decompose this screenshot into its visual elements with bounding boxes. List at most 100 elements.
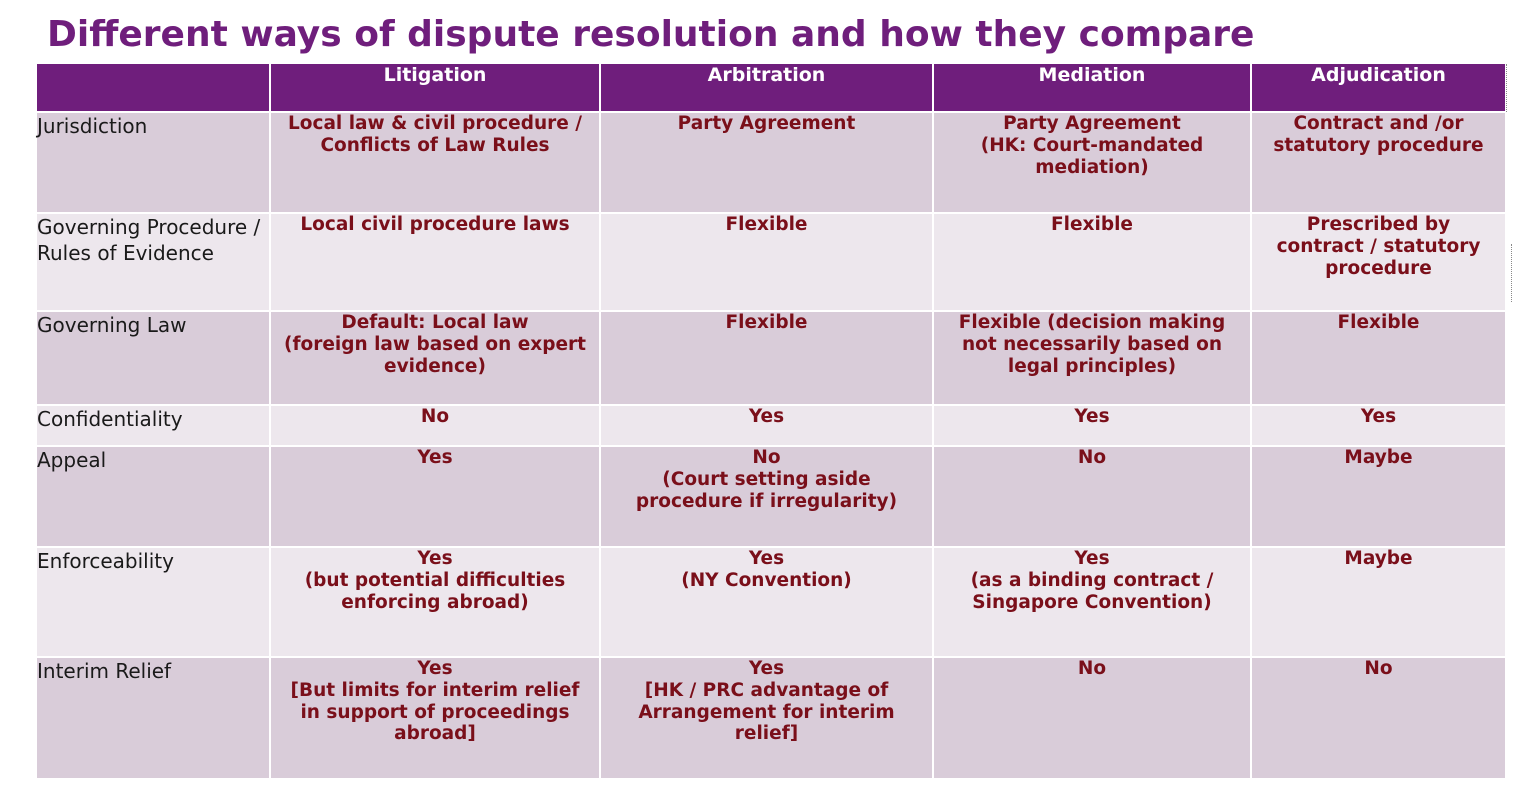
row-label: Enforceability: [35, 546, 271, 658]
slide-edge-marker: [1511, 244, 1512, 302]
cell-arbitration: No (Court setting aside procedure if irreg…: [599, 445, 934, 548]
cell-text-line: Yes: [417, 447, 453, 468]
cell-text-line: Yes: [417, 548, 453, 569]
header-litigation: Litigation: [269, 62, 601, 113]
cell-text-line: Party Agreement: [1003, 113, 1181, 134]
cell-text-line: Flexible: [1337, 312, 1420, 333]
table-row: Governing Procedure / Rules of Evidence L…: [35, 212, 1507, 312]
cell-litigation: Local civil procedure laws: [269, 212, 601, 312]
cell-text-line: No: [1077, 447, 1107, 468]
cell-text-line: legal principles): [1007, 355, 1177, 377]
row-label: Jurisdiction: [35, 111, 271, 214]
cell-adjudication: Yes: [1250, 404, 1507, 447]
cell-adjudication: No: [1250, 656, 1507, 780]
cell-mediation: Party Agreement (HK: Court-mandated mediat…: [932, 111, 1252, 214]
cell-text-line: (Court setting aside: [662, 468, 871, 490]
cell-arbitration: Yes [HK / PRC advantage of Arrangement for…: [599, 656, 934, 780]
cell-adjudication: Contract and /or statutory procedure: [1250, 111, 1507, 214]
cell-text-line: No: [420, 406, 450, 427]
table-row: Governing Law Default: Local law (foreign …: [35, 310, 1507, 406]
cell-litigation: Yes [But limits for interim relief in supp…: [269, 656, 601, 780]
cell-text-line: mediation): [1035, 156, 1149, 178]
cell-text-line: procedure if irregularity): [635, 490, 898, 512]
cell-text-line: Yes: [748, 406, 785, 427]
row-label: Confidentiality: [35, 404, 271, 447]
cell-text-line: (as a binding contract /: [970, 569, 1214, 591]
row-label: Appeal: [35, 445, 271, 548]
slide-edge-marker: [1506, 64, 1507, 112]
cell-mediation: No: [932, 445, 1252, 548]
cell-text-line: procedure: [1325, 257, 1432, 279]
cell-text-line: [But limits for interim relief: [290, 679, 580, 701]
cell-text-line: Yes: [748, 548, 785, 569]
cell-mediation: Flexible: [932, 212, 1252, 312]
cell-mediation: Yes: [932, 404, 1252, 447]
header-arbitration: Arbitration: [599, 62, 934, 113]
cell-text-line: Arrangement for interim: [638, 701, 895, 723]
cell-text-line: contract / statutory: [1276, 235, 1481, 257]
cell-text-line: (but potential difficulties: [304, 569, 566, 591]
cell-text-line: Contract and /or: [1293, 113, 1464, 134]
cell-mediation: Yes (as a binding contract / Singapore Con…: [932, 546, 1252, 658]
cell-text-line: evidence): [384, 355, 486, 377]
cell-arbitration: Flexible: [599, 310, 934, 406]
cell-text-line: statutory procedure: [1273, 134, 1484, 156]
cell-litigation: Yes (but potential difficulties enforcing …: [269, 546, 601, 658]
cell-text-line: Yes: [1074, 406, 1110, 427]
cell-arbitration: Party Agreement: [599, 111, 934, 214]
cell-arbitration: Yes (NY Convention): [599, 546, 934, 658]
cell-text-line: Flexible: [725, 312, 808, 333]
cell-text-line: (NY Convention): [681, 569, 852, 591]
table-row: Interim Relief Yes [But limits for interim…: [35, 656, 1507, 780]
table-row: Confidentiality No Yes Yes Yes: [35, 404, 1507, 447]
cell-litigation: Yes: [269, 445, 601, 548]
header-adjudication: Adjudication: [1250, 62, 1507, 113]
cell-text-line: in support of proceedings: [300, 701, 570, 723]
cell-adjudication: Maybe: [1250, 546, 1507, 658]
cell-adjudication: Flexible: [1250, 310, 1507, 406]
cell-text-line: Prescribed by: [1306, 214, 1451, 235]
cell-text-line: [HK / PRC advantage of: [644, 679, 889, 701]
row-label: Interim Relief: [35, 656, 271, 780]
table-row: Jurisdiction Local law & civil procedure …: [35, 111, 1507, 214]
cell-litigation: Local law & civil procedure / Conflicts o…: [269, 111, 601, 214]
cell-text-line: Yes: [417, 658, 453, 679]
cell-text-line: relief]: [734, 723, 799, 745]
cell-mediation: No: [932, 656, 1252, 780]
cell-text-line: Conflicts of Law Rules: [320, 134, 550, 156]
comparison-table: Litigation Arbitration Mediation Adjudic…: [35, 62, 1507, 780]
cell-arbitration: Flexible: [599, 212, 934, 312]
header-row: Litigation Arbitration Mediation Adjudic…: [35, 62, 1507, 113]
cell-text-line: Flexible: [1051, 214, 1133, 235]
cell-arbitration: Yes: [599, 404, 934, 447]
header-corner: [35, 62, 271, 113]
cell-adjudication: Prescribed by contract / statutory procedu…: [1250, 212, 1507, 312]
cell-text-line: (HK: Court-mandated: [980, 134, 1204, 156]
cell-text-line: (foreign law based on expert: [284, 333, 586, 355]
header-mediation: Mediation: [932, 62, 1252, 113]
cell-text-line: Default: Local law: [341, 312, 529, 333]
table-row: Enforceability Yes (but potential difficul…: [35, 546, 1507, 658]
cell-text-line: enforcing abroad): [341, 591, 529, 613]
page-title: Different ways of dispute resolution and…: [47, 14, 1255, 55]
cell-text-line: No: [752, 447, 781, 468]
cell-text-line: Yes: [748, 658, 785, 679]
cell-text-line: Maybe: [1344, 447, 1413, 468]
cell-text-line: Maybe: [1344, 548, 1413, 569]
cell-text-line: No: [1364, 658, 1393, 679]
cell-text-line: not necessarily based on: [961, 333, 1223, 355]
cell-text-line: Party Agreement: [677, 113, 856, 134]
cell-adjudication: Maybe: [1250, 445, 1507, 548]
cell-text-line: Yes: [1360, 406, 1397, 427]
cell-mediation: Flexible (decision making not necessarily…: [932, 310, 1252, 406]
cell-litigation: Default: Local law (foreign law based on …: [269, 310, 601, 406]
cell-text-line: No: [1077, 658, 1107, 679]
cell-text-line: Yes: [1074, 548, 1110, 569]
cell-litigation: No: [269, 404, 601, 447]
cell-text-line: abroad]: [394, 723, 476, 745]
table-row: Appeal Yes No (Court setting aside procedure…: [35, 445, 1507, 548]
cell-text-line: Flexible: [725, 214, 808, 235]
row-label: Governing Law: [35, 310, 271, 406]
cell-text-line: Local civil procedure laws: [300, 214, 570, 235]
cell-text-line: Local law & civil procedure /: [287, 113, 583, 134]
